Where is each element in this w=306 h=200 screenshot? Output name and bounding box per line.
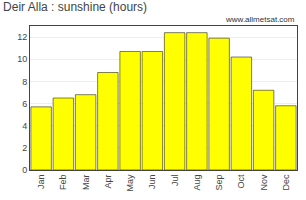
svg-text:6: 6	[22, 99, 27, 109]
svg-text:Dec: Dec	[281, 174, 291, 191]
svg-text:10: 10	[17, 54, 27, 64]
svg-text:4: 4	[22, 121, 27, 131]
svg-text:Mar: Mar	[81, 175, 91, 191]
svg-text:Jan: Jan	[36, 175, 46, 190]
svg-text:12: 12	[17, 32, 27, 42]
svg-text:Nov: Nov	[259, 174, 269, 191]
svg-text:0: 0	[22, 165, 27, 175]
svg-text:Jun: Jun	[147, 175, 157, 190]
svg-text:Sep: Sep	[214, 175, 224, 191]
svg-text:Oct: Oct	[236, 174, 246, 189]
svg-text:Aug: Aug	[192, 175, 202, 191]
svg-text:Apr: Apr	[103, 175, 113, 189]
svg-text:8: 8	[22, 77, 27, 87]
svg-text:2: 2	[22, 143, 27, 153]
svg-text:www.allmetsat.com: www.allmetsat.com	[225, 15, 295, 24]
svg-text:Jul: Jul	[170, 175, 180, 187]
svg-text:May: May	[125, 174, 135, 192]
svg-text:Deir Alla : sunshine (hours): Deir Alla : sunshine (hours)	[3, 0, 147, 14]
svg-text:Feb: Feb	[58, 175, 68, 191]
